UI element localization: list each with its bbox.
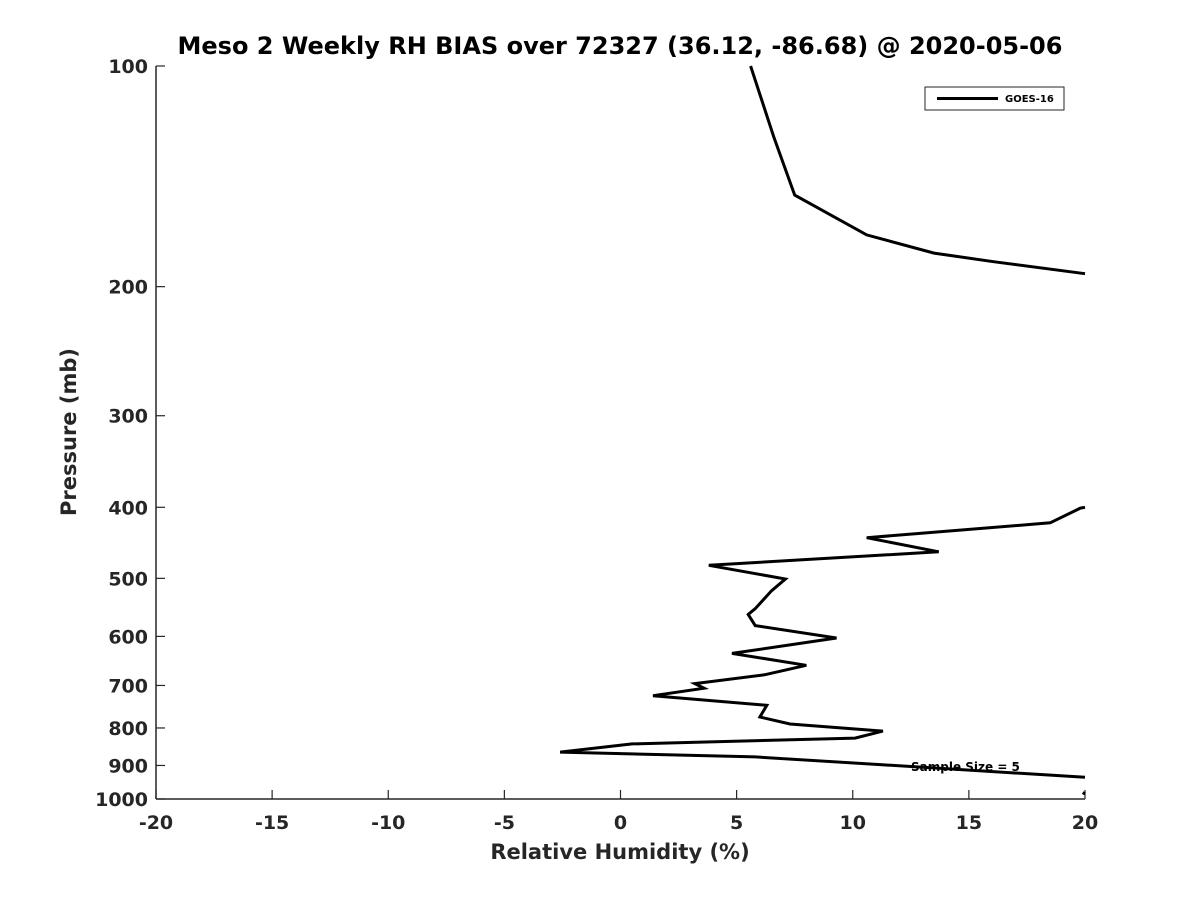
y-tick-label: 800 — [108, 718, 148, 740]
y-tick-label: 900 — [108, 755, 148, 777]
x-ticks: -20 -15 -10 -5 0 5 10 15 20 — [139, 790, 1098, 834]
legend: GOES-16 — [924, 86, 1065, 111]
x-tick-label: 5 — [730, 812, 743, 834]
x-tick-label: 20 — [1072, 812, 1098, 834]
plot-area: -20 -15 -10 -5 0 5 10 15 20 100 200 300 400 500 600 70… — [95, 56, 1098, 834]
y-tick-label: 400 — [108, 497, 148, 519]
series-layer — [559, 65, 1086, 796]
y-tick-label: 500 — [108, 568, 148, 590]
x-tick-label: -5 — [494, 812, 515, 834]
y-tick-label: 200 — [108, 277, 148, 299]
x-axis-label: Relative Humidity (%) — [490, 840, 749, 864]
y-ticks: 100 200 300 400 500 600 700 800 900 1000 — [95, 56, 165, 811]
y-tick-label: 300 — [108, 406, 148, 428]
y-axis-label: Pressure (mb) — [57, 348, 81, 516]
legend-label-goes-16: GOES-16 — [1005, 94, 1054, 105]
x-tick-label: 10 — [840, 812, 866, 834]
x-tick-label: -20 — [139, 812, 173, 834]
sample-size-annotation: Sample Size = 5 — [911, 760, 1020, 774]
y-tick-label: 1000 — [95, 789, 148, 811]
x-tick-label: 0 — [614, 812, 627, 834]
y-tick-label: 700 — [108, 675, 148, 697]
series-line-goes-16 — [1081, 791, 1086, 796]
series-line-goes-16 — [749, 65, 1086, 276]
series-line-goes-16 — [559, 505, 1086, 779]
chart-title: Meso 2 Weekly RH BIAS over 72327 (36.12,… — [178, 32, 1063, 60]
y-tick-label: 100 — [108, 56, 148, 78]
y-tick-label: 600 — [108, 626, 148, 648]
x-tick-label: -10 — [371, 812, 405, 834]
x-tick-label: 15 — [956, 812, 982, 834]
x-tick-label: -15 — [255, 812, 289, 834]
